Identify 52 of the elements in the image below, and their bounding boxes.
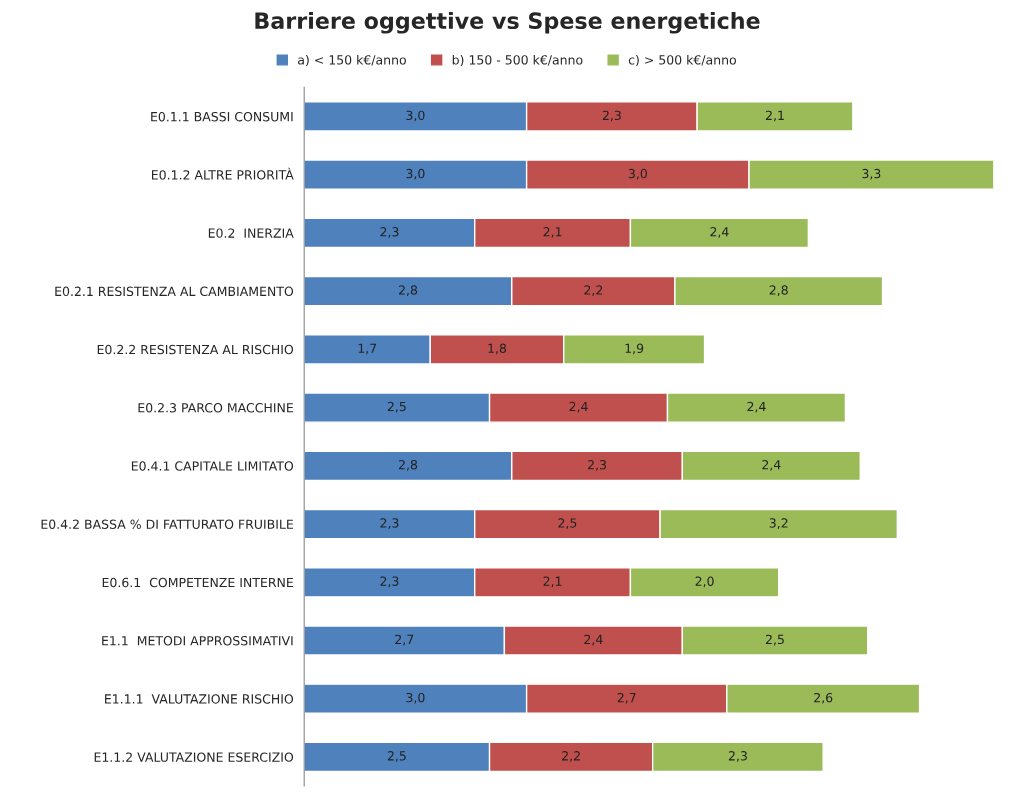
y-tick-label: E0.4.2 BASSA % DI FATTURATO FRUIBILE bbox=[41, 519, 293, 529]
data-label: 2,2 bbox=[562, 751, 580, 762]
data-label: 2,5 bbox=[387, 751, 406, 762]
y-tick-label: E0.6.1 COMPETENZE INTERNE bbox=[102, 577, 293, 588]
y-tick-label: E1.1 METODI APPROSSIMATIVI bbox=[102, 635, 293, 646]
data-label: 1,9 bbox=[625, 343, 644, 355]
legend-label: c) > 500 k€/anno bbox=[628, 54, 737, 67]
data-label: 2,7 bbox=[617, 692, 636, 704]
data-label: 2,4 bbox=[710, 227, 729, 238]
data-label: 2,8 bbox=[398, 459, 418, 471]
data-label: 2,8 bbox=[769, 285, 788, 297]
data-label: 2,3 bbox=[728, 751, 747, 762]
legend-label: b) 150 - 500 k€/anno bbox=[452, 54, 583, 67]
data-label: 3,0 bbox=[628, 168, 647, 180]
data-label: 3,0 bbox=[406, 110, 425, 122]
data-label: 2,0 bbox=[695, 576, 714, 588]
data-label: 2,4 bbox=[747, 401, 766, 413]
data-label: 2,5 bbox=[387, 401, 406, 413]
data-label: 2,2 bbox=[584, 285, 603, 297]
y-tick-label: E0.2.3 PARCO MACCHINE bbox=[138, 403, 293, 413]
y-tick-label: E0.1.1 BASSI CONSUMI bbox=[151, 111, 293, 122]
data-label: 2,5 bbox=[558, 518, 577, 529]
legend-label: a) < 150 k€/anno bbox=[298, 54, 406, 67]
data-label: 2,7 bbox=[395, 634, 414, 646]
data-label: 2,3 bbox=[602, 110, 621, 122]
y-tick-label: E0.2 INERZIA bbox=[208, 228, 294, 238]
data-label: 3,3 bbox=[862, 168, 881, 180]
data-label: 2,5 bbox=[765, 634, 784, 646]
y-tick-label: E0.2.2 RESISTENZA AL RISCHIO bbox=[97, 344, 294, 355]
data-label: 3,0 bbox=[406, 692, 425, 704]
data-label: 1,7 bbox=[358, 343, 377, 355]
data-label: 2,3 bbox=[588, 459, 606, 471]
data-label: 1,8 bbox=[488, 343, 507, 355]
y-tick-label: E1.1.1 VALUTAZIONE RISCHIO bbox=[105, 694, 294, 704]
data-label: 2,1 bbox=[543, 227, 562, 238]
y-tick-label: E0.4.1 CAPITALE LIMITATO bbox=[131, 461, 294, 471]
data-label: 2,1 bbox=[765, 110, 784, 122]
data-label: 2,3 bbox=[380, 576, 399, 588]
data-label: 3,0 bbox=[406, 168, 425, 180]
y-tick-label: E0.2.1 RESISTENZA AL CAMBIAMENTO bbox=[55, 286, 294, 297]
data-label: 2,3 bbox=[380, 227, 399, 238]
y-tick-label: E1.1.2 VALUTAZIONE ESERCIZIO bbox=[94, 752, 294, 762]
data-label: 2,4 bbox=[584, 634, 603, 646]
data-label: 2,4 bbox=[569, 401, 588, 413]
data-label: 2,6 bbox=[814, 692, 833, 704]
data-label: 2,3 bbox=[380, 518, 399, 529]
data-label: 2,4 bbox=[762, 459, 781, 471]
data-label: 3,2 bbox=[769, 518, 788, 529]
data-label: 2,1 bbox=[543, 576, 562, 588]
y-tick-label: E0.1.2 ALTRE PRIORITÀ bbox=[152, 167, 294, 180]
chart-title: Barriere oggettive vs Spese energetiche bbox=[255, 11, 760, 34]
data-label: 2,8 bbox=[398, 285, 418, 297]
